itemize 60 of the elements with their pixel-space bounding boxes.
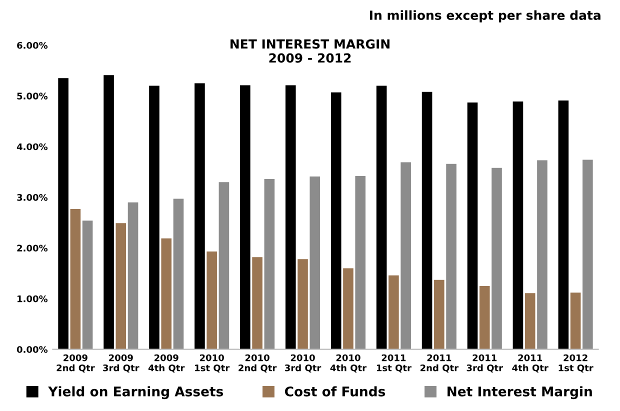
bar [355,176,366,350]
bar [570,292,581,350]
x-tick-label: 2009 3rd Qtr [103,354,140,372]
bar [537,160,548,350]
y-tick-label: 5.00% [17,92,48,100]
x-tick-label: 2011 1st Qtr [376,354,412,372]
bar [240,85,250,350]
bar [116,223,126,350]
text: In millions except per share data [370,10,600,22]
x-tick-label: 2011 3rd Qtr [466,354,503,372]
x-tick-label: 2010 4th Qtr [330,354,367,372]
legend-label: Net Interest Margin [448,386,592,400]
x-tick-label: 2009 2nd Qtr [56,354,95,372]
x-tick-label: 2010 2nd Qtr [238,354,277,372]
bar [310,176,320,350]
x-tick-label: 2011 2nd Qtr [420,354,459,372]
legend-label: Cost of Funds [284,386,386,396]
chart-title: NET INTEREST MARGIN 2009 - 2012 [230,39,390,63]
y-tick-label: 1.00% [18,295,48,302]
bar [446,164,456,350]
bar [104,75,114,350]
bar [128,202,138,350]
bar [82,220,93,350]
bar [173,198,184,350]
bar [58,78,68,350]
x-tick-label: 2009 4th Qtr [148,354,185,372]
y-tick-label: 2.00% [17,244,48,252]
bar [582,160,593,350]
bar [206,252,217,350]
bar [467,102,478,350]
bar [400,162,411,350]
bar [512,101,524,350]
bar [194,83,205,350]
y-tick-label: 0.00% [16,346,48,353]
legend-label: Yield on Earning Assets [48,386,224,400]
x-tick-label: 2011 4th Qtr [512,354,548,372]
bar [343,268,354,350]
bar [149,86,160,350]
y-tick-label: 4.00% [16,143,48,150]
bar [298,259,308,350]
x-tick-label: 2010 3rd Qtr [284,354,322,372]
bar [330,92,342,350]
bar [252,257,262,350]
y-tick-label: 6.00% [17,42,48,49]
bar [218,182,230,350]
bar [388,275,399,350]
bar [524,293,536,350]
bar [285,85,296,350]
bar [70,208,81,350]
bar [479,286,490,350]
bar [264,179,275,350]
x-tick-label: 2012 1st Qtr [558,354,594,372]
y-tick-label: 3.00% [17,194,48,201]
bar [558,100,569,350]
bar [161,238,172,350]
bar [422,92,432,350]
x-tick-label: 2010 1st Qtr [195,354,230,372]
bar [376,86,387,350]
bar [492,168,502,350]
bar [434,280,444,350]
